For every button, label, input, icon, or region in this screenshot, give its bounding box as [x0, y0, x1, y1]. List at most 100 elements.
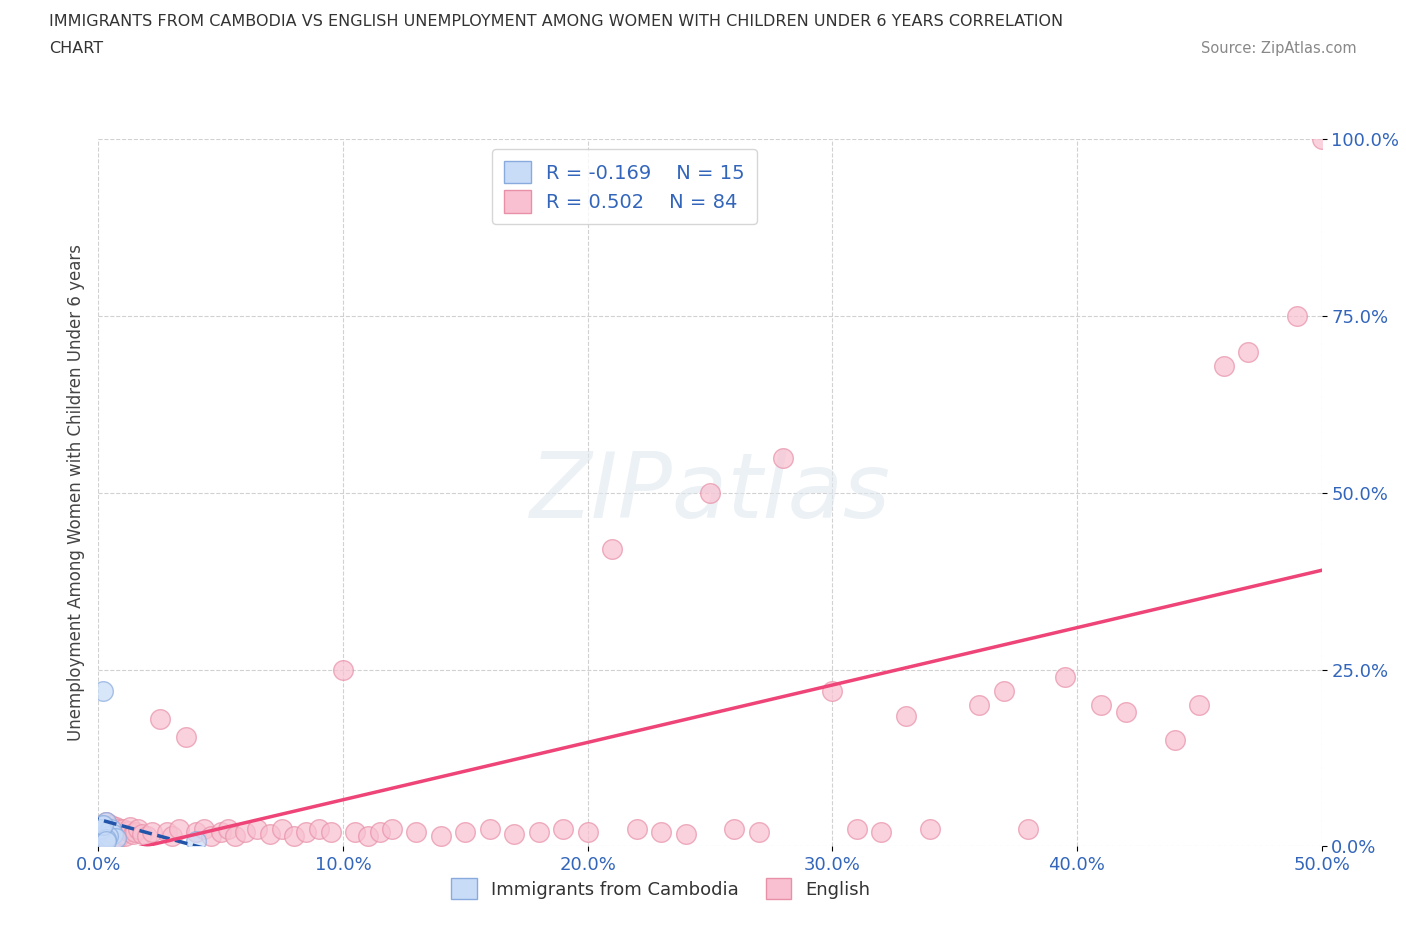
Point	[319, 825, 342, 840]
Point	[193, 821, 215, 836]
Point	[94, 814, 117, 829]
Point	[270, 821, 294, 836]
Point	[503, 826, 526, 841]
Point	[90, 821, 112, 836]
Point	[90, 821, 112, 836]
Point	[821, 684, 844, 698]
Point	[104, 829, 127, 844]
Point	[91, 817, 114, 832]
Point	[104, 830, 127, 845]
Point	[1115, 705, 1137, 720]
Text: CHART: CHART	[49, 41, 103, 56]
Text: IMMIGRANTS FROM CAMBODIA VS ENGLISH UNEMPLOYMENT AMONG WOMEN WITH CHILDREN UNDER: IMMIGRANTS FROM CAMBODIA VS ENGLISH UNEM…	[49, 14, 1063, 29]
Point	[131, 826, 153, 841]
Point	[107, 821, 129, 836]
Point	[100, 821, 122, 836]
Point	[110, 825, 132, 840]
Point	[156, 825, 179, 840]
Point	[111, 826, 134, 841]
Point	[344, 825, 367, 840]
Point	[675, 826, 697, 841]
Point	[94, 831, 117, 846]
Text: ZIPatlas: ZIPatlas	[530, 449, 890, 537]
Point	[117, 823, 139, 838]
Point	[217, 821, 239, 836]
Point	[894, 708, 917, 723]
Point	[233, 825, 256, 840]
Point	[94, 829, 117, 844]
Point	[699, 485, 721, 500]
Point	[1188, 698, 1211, 712]
Point	[283, 829, 305, 844]
Point	[121, 826, 143, 841]
Point	[748, 825, 770, 840]
Point	[870, 825, 893, 840]
Point	[1212, 358, 1234, 373]
Point	[1286, 309, 1309, 324]
Point	[167, 821, 190, 836]
Point	[104, 819, 127, 834]
Point	[149, 711, 172, 726]
Point	[967, 698, 990, 712]
Point	[993, 684, 1015, 698]
Point	[100, 817, 122, 832]
Point	[430, 829, 453, 844]
Point	[209, 825, 232, 840]
Point	[97, 821, 120, 836]
Point	[101, 826, 124, 841]
Legend: Immigrants from Cambodia, English: Immigrants from Cambodia, English	[443, 869, 880, 908]
Point	[1017, 821, 1039, 836]
Point	[259, 826, 281, 841]
Point	[454, 825, 477, 840]
Point	[111, 821, 134, 836]
Point	[200, 829, 222, 844]
Point	[1237, 344, 1260, 359]
Point	[405, 825, 427, 840]
Point	[772, 450, 794, 465]
Point	[1164, 733, 1187, 748]
Point	[224, 829, 246, 844]
Point	[114, 829, 136, 844]
Point	[101, 823, 124, 838]
Point	[920, 821, 942, 836]
Point	[723, 821, 745, 836]
Point	[100, 826, 122, 841]
Point	[97, 829, 120, 844]
Point	[845, 821, 868, 836]
Point	[136, 829, 159, 844]
Point	[94, 825, 117, 840]
Point	[94, 833, 117, 848]
Point	[368, 825, 391, 840]
Point	[576, 825, 599, 840]
Point	[124, 825, 146, 840]
Point	[90, 825, 112, 840]
Point	[381, 821, 404, 836]
Point	[1090, 698, 1112, 712]
Point	[97, 829, 120, 844]
Point	[91, 829, 114, 844]
Point	[186, 825, 208, 840]
Point	[553, 821, 575, 836]
Point	[97, 825, 120, 840]
Point	[1310, 132, 1333, 147]
Y-axis label: Unemployment Among Women with Children Under 6 years: Unemployment Among Women with Children U…	[66, 245, 84, 741]
Point	[91, 684, 114, 698]
Point	[527, 825, 550, 840]
Point	[91, 817, 114, 832]
Point	[101, 831, 124, 846]
Point	[94, 814, 117, 829]
Point	[478, 821, 501, 836]
Point	[246, 821, 269, 836]
Point	[91, 817, 114, 832]
Point	[127, 821, 149, 836]
Point	[176, 729, 198, 744]
Point	[295, 825, 318, 840]
Point	[107, 830, 129, 845]
Point	[1053, 670, 1076, 684]
Point	[141, 825, 163, 840]
Point	[120, 819, 142, 834]
Text: Source: ZipAtlas.com: Source: ZipAtlas.com	[1201, 41, 1357, 56]
Point	[308, 821, 330, 836]
Point	[650, 825, 672, 840]
Point	[160, 829, 183, 844]
